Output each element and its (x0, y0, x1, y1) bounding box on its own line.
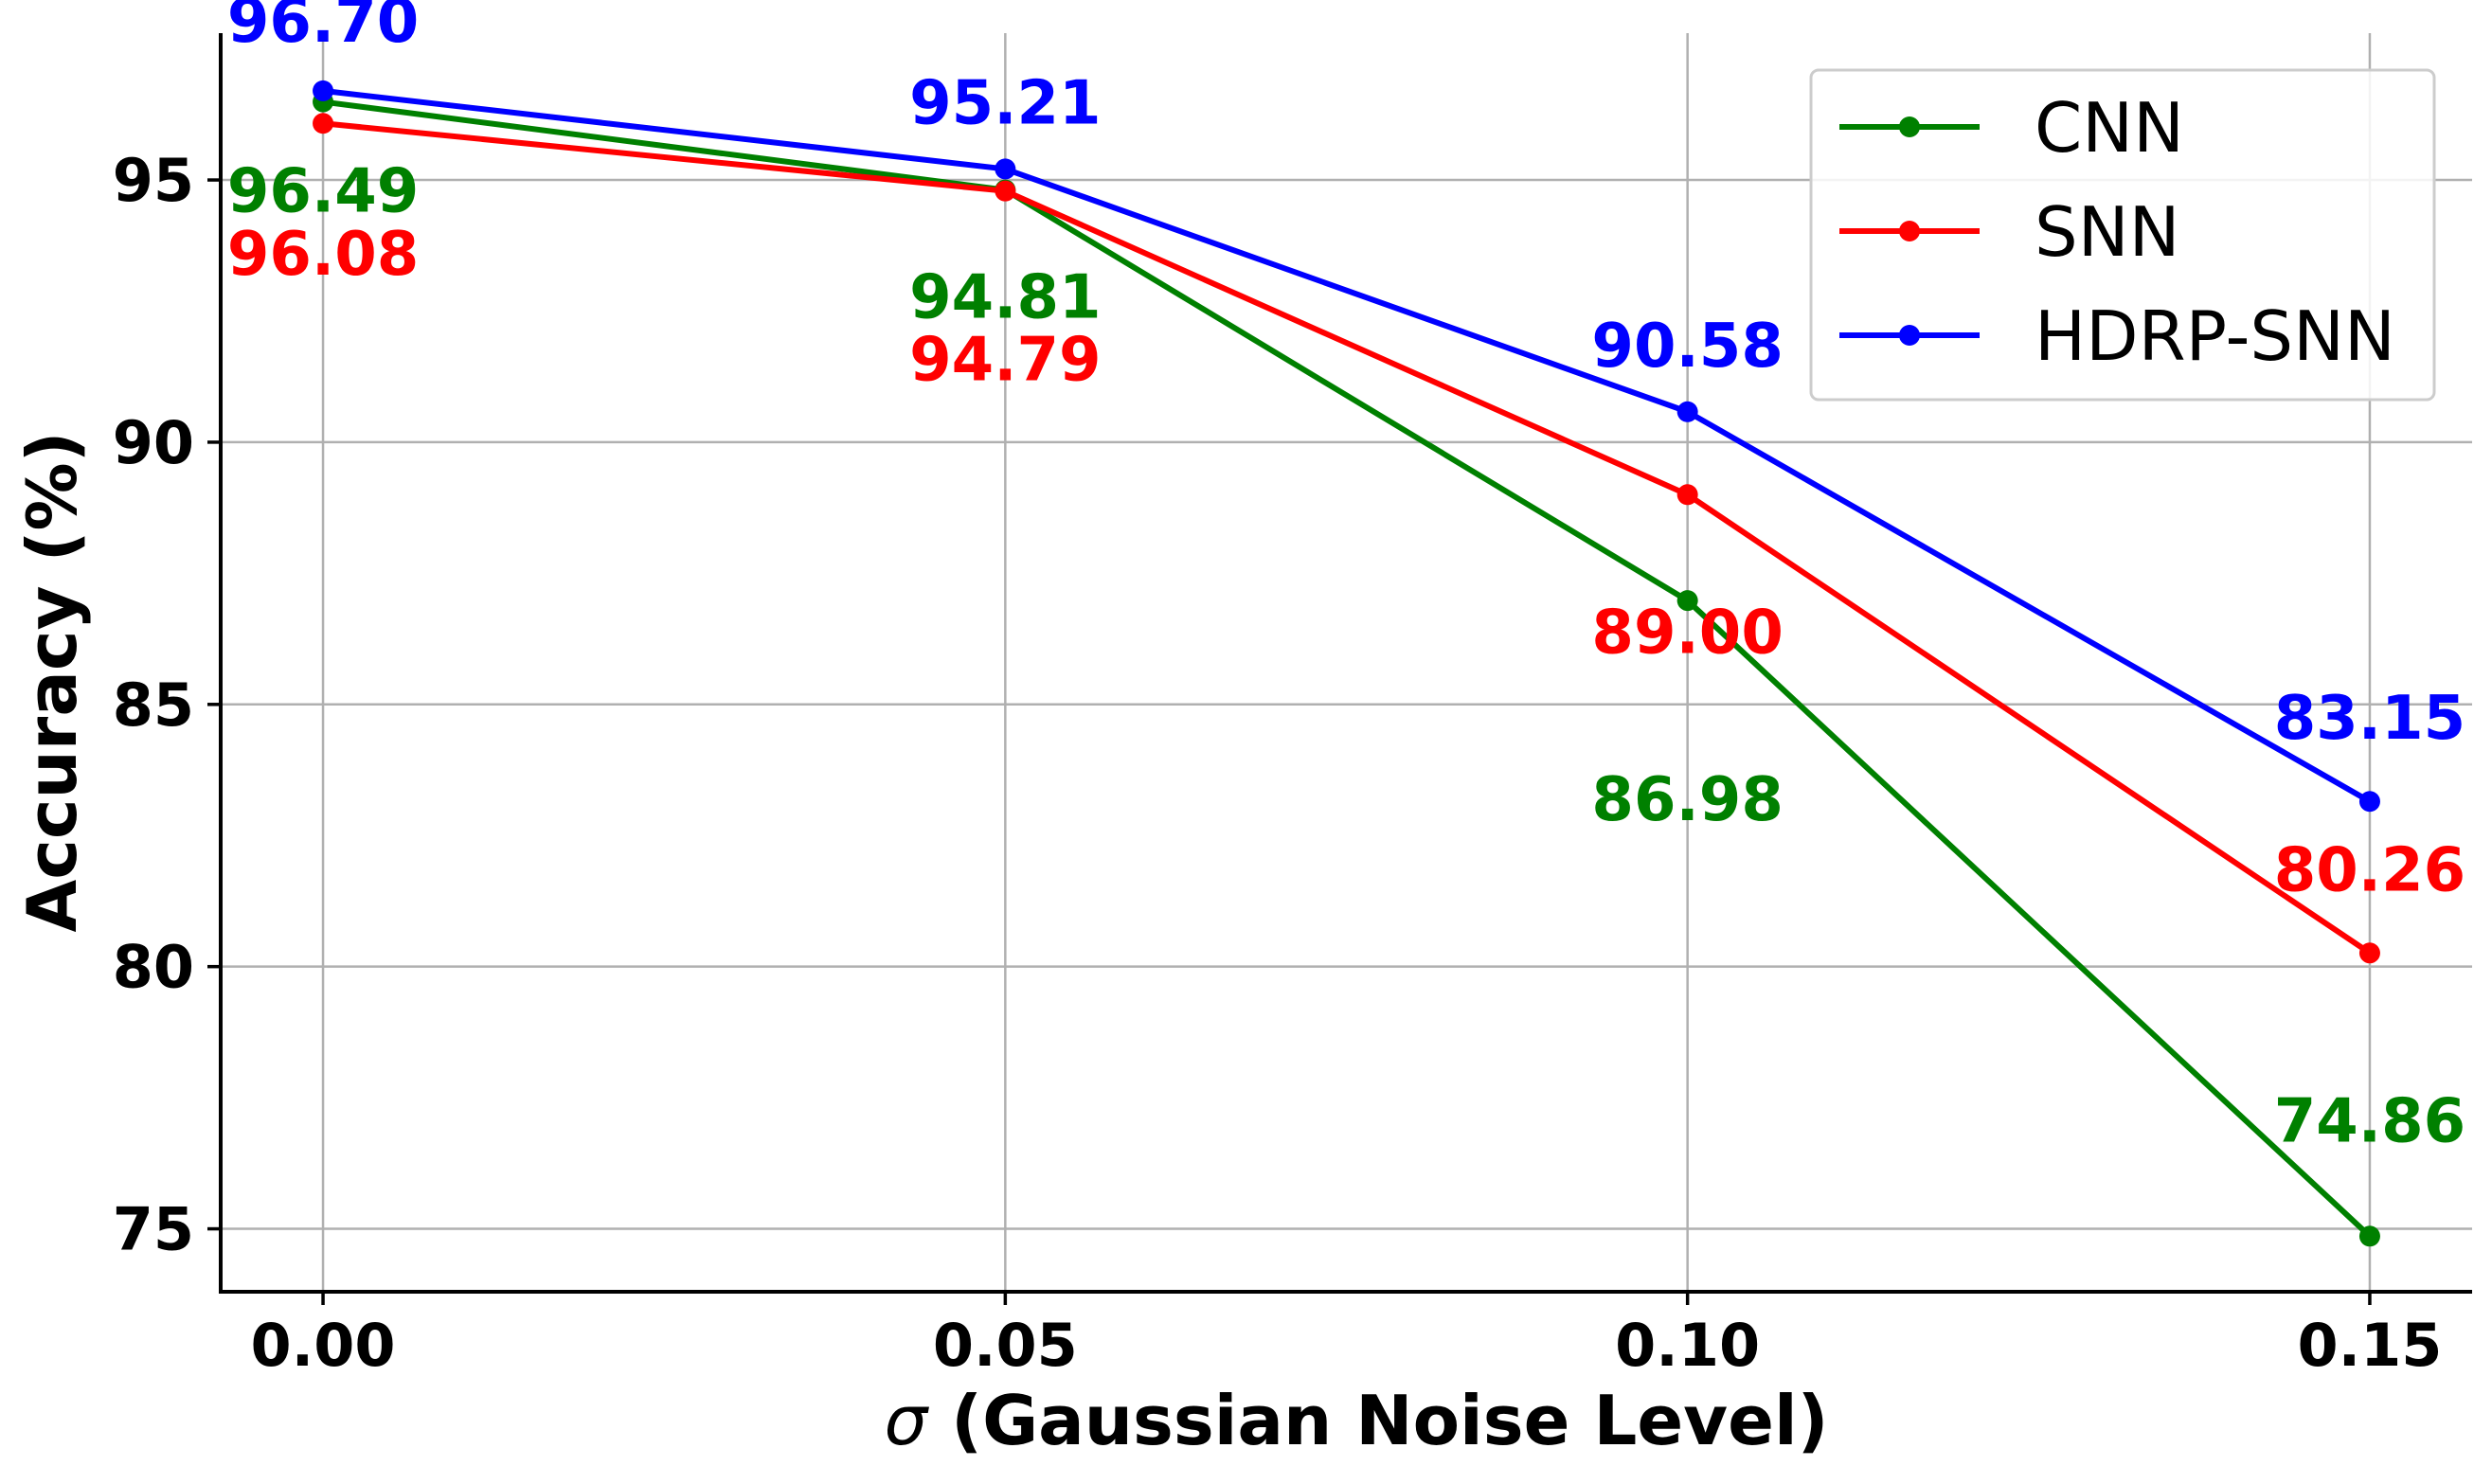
snn-data-label: 96.08 (227, 220, 419, 290)
snn-series-line (320, 120, 2373, 957)
hdrp-snn-legend-marker (1899, 325, 1920, 346)
cnn-data-point (2358, 1225, 2380, 1247)
snn-data-point (995, 180, 1016, 202)
cnn-data-label: 94.81 (909, 263, 1101, 333)
hdrp-snn-data-label: 90.58 (1591, 312, 1783, 382)
hdrp-snn-series-line (320, 87, 2373, 805)
legend-box (1809, 68, 2436, 402)
snn-data-label: 94.79 (909, 326, 1101, 396)
hdrp-snn-data-point (995, 158, 1016, 180)
cnn-legend-marker (1899, 116, 1920, 137)
series (313, 80, 2380, 1247)
x-tick-label: 0.10 (1615, 1311, 1760, 1380)
cnn-data-label: 74.86 (2274, 1086, 2465, 1156)
y-tick-label: 80 (113, 933, 194, 1002)
cnn-series-line (320, 98, 2373, 1240)
cnn-legend-label: CNN (2035, 88, 2184, 168)
y-tick-label: 75 (113, 1195, 194, 1264)
snn-data-label: 80.26 (2274, 835, 2465, 905)
hdrp-snn-data-point (1676, 401, 1698, 422)
snn-legend-marker (1899, 221, 1920, 241)
snn-data-label: 89.00 (1591, 598, 1783, 668)
snn-legend-label: SNN (2035, 192, 2179, 272)
snn-data-point (313, 113, 334, 134)
hdrp-snn-data-label: 96.70 (227, 0, 419, 57)
x-tick-label: 0.05 (933, 1311, 1078, 1380)
y-tick-label: 90 (113, 408, 194, 477)
y-tick-label: 85 (113, 670, 194, 740)
hdrp-snn-data-label: 95.21 (909, 68, 1101, 138)
x-axis-label: σ (Gaussian Noise Level) (884, 1381, 1828, 1460)
cnn-data-label: 96.49 (227, 157, 419, 227)
axes: 0.00 0.05 0.10 0.15 75 80 85 90 95 (113, 33, 2472, 1380)
y-tick-label: 95 (113, 146, 194, 215)
snn-data-point (1676, 484, 1698, 506)
x-axis-label-symbol: σ (884, 1381, 929, 1460)
hdrp-snn-data-point (313, 80, 334, 101)
x-tick-label: 0.00 (251, 1311, 396, 1380)
hdrp-snn-data-label: 83.15 (2274, 684, 2465, 754)
cnn-data-point (1676, 590, 1698, 612)
data-labels: 96.49 94.81 86.98 74.86 96.08 94.79 89.00 80.26… (227, 0, 2465, 1156)
hdrp-snn-data-point (2358, 791, 2380, 813)
hdrp-snn-legend-label: HDRP-SNN (2035, 296, 2395, 376)
y-axis-label: Accuracy (%) (12, 431, 92, 932)
cnn-data-label: 86.98 (1591, 765, 1783, 835)
snn-data-point (2358, 942, 2380, 964)
x-axis-label-text: (Gaussian Noise Level) (927, 1381, 1828, 1460)
x-tick-label: 0.15 (2297, 1311, 2442, 1380)
legend: CNN SNN HDRP-SNN (1809, 68, 2436, 402)
